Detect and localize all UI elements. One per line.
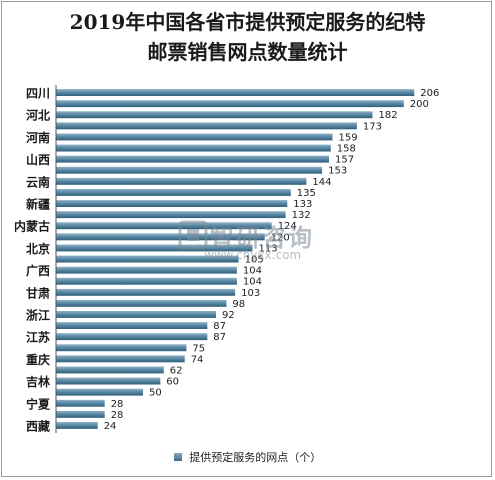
legend-label: 提供预定服务的网点（个） xyxy=(189,451,322,464)
data-label: 173 xyxy=(363,121,382,132)
category-label: 重庆 xyxy=(26,352,50,367)
bar xyxy=(56,222,272,230)
data-label: 62 xyxy=(170,366,183,377)
category-label: 河南 xyxy=(25,130,50,145)
category-label: 甘肃 xyxy=(26,285,50,300)
data-label: 60 xyxy=(166,377,179,388)
chart-title-line-2: 邮票销售网点数量统计 xyxy=(147,40,348,64)
category-label: 江苏 xyxy=(26,330,50,345)
bar xyxy=(56,333,208,341)
bar xyxy=(56,177,307,185)
category-label: 山西 xyxy=(26,152,50,167)
category-label: 云南 xyxy=(26,174,50,189)
bar xyxy=(56,166,323,174)
bar xyxy=(56,322,208,329)
bar xyxy=(56,133,333,141)
bar xyxy=(56,211,286,219)
data-label: 104 xyxy=(243,277,262,288)
bar xyxy=(56,399,105,407)
bar xyxy=(56,233,265,241)
bar xyxy=(56,244,253,252)
bar xyxy=(56,89,415,96)
legend-swatch xyxy=(173,453,182,461)
data-label: 113 xyxy=(259,243,278,254)
data-label: 133 xyxy=(293,199,312,210)
bar xyxy=(56,189,291,196)
data-label: 135 xyxy=(297,188,316,199)
bar xyxy=(56,100,404,108)
bar xyxy=(56,377,161,385)
category-label: 新疆 xyxy=(26,197,50,212)
bar xyxy=(56,111,373,119)
data-label: 200 xyxy=(410,99,429,110)
category-label: 宁夏 xyxy=(26,396,51,411)
bar xyxy=(56,355,185,363)
chart-title-line-1: 2019年中国各省市提供预定服务的纪特 xyxy=(69,10,426,34)
category-label: 吉林 xyxy=(26,374,50,389)
bar xyxy=(56,144,331,152)
data-label: 28 xyxy=(111,399,124,410)
data-label: 24 xyxy=(104,421,117,432)
category-label: 浙江 xyxy=(26,308,50,323)
legend: 提供预定服务的网点（个） xyxy=(0,449,495,465)
data-label: 144 xyxy=(312,177,331,188)
bar xyxy=(56,200,288,207)
category-label: 北京 xyxy=(26,241,50,256)
data-label: 92 xyxy=(222,310,235,321)
bar xyxy=(56,422,98,429)
bar xyxy=(56,155,329,163)
bar xyxy=(56,410,105,418)
chart-title: 2019年中国各省市提供预定服务的纪特 邮票销售网点数量统计 xyxy=(0,7,495,67)
data-label: 124 xyxy=(278,221,297,232)
bar xyxy=(56,388,143,396)
data-label: 159 xyxy=(339,132,358,143)
bar xyxy=(56,366,164,374)
data-label: 98 xyxy=(232,299,245,310)
category-label: 西藏 xyxy=(26,419,50,434)
bar xyxy=(56,299,227,307)
data-label: 158 xyxy=(337,144,356,155)
data-label: 157 xyxy=(335,155,354,166)
bar xyxy=(56,266,237,274)
data-label: 74 xyxy=(191,354,204,365)
bar xyxy=(56,255,239,263)
data-label: 105 xyxy=(245,255,264,266)
data-label: 75 xyxy=(192,343,205,354)
data-label: 87 xyxy=(213,321,226,332)
bar xyxy=(56,288,236,296)
data-label: 206 xyxy=(420,88,439,99)
data-label: 153 xyxy=(328,166,347,177)
data-label: 120 xyxy=(271,232,290,243)
bar xyxy=(56,122,357,130)
bar xyxy=(56,344,187,352)
data-label: 103 xyxy=(241,288,260,299)
category-label: 河北 xyxy=(25,108,50,123)
data-label: 87 xyxy=(213,332,226,343)
data-label: 28 xyxy=(111,410,124,421)
category-label: 广西 xyxy=(26,263,50,278)
category-label: 四川 xyxy=(26,87,50,101)
bar xyxy=(56,277,237,285)
data-label: 50 xyxy=(149,388,162,399)
data-label: 104 xyxy=(243,266,262,277)
bar xyxy=(56,311,216,318)
data-label: 182 xyxy=(379,110,398,121)
data-label: 132 xyxy=(292,210,311,221)
category-label: 内蒙古 xyxy=(14,219,50,234)
